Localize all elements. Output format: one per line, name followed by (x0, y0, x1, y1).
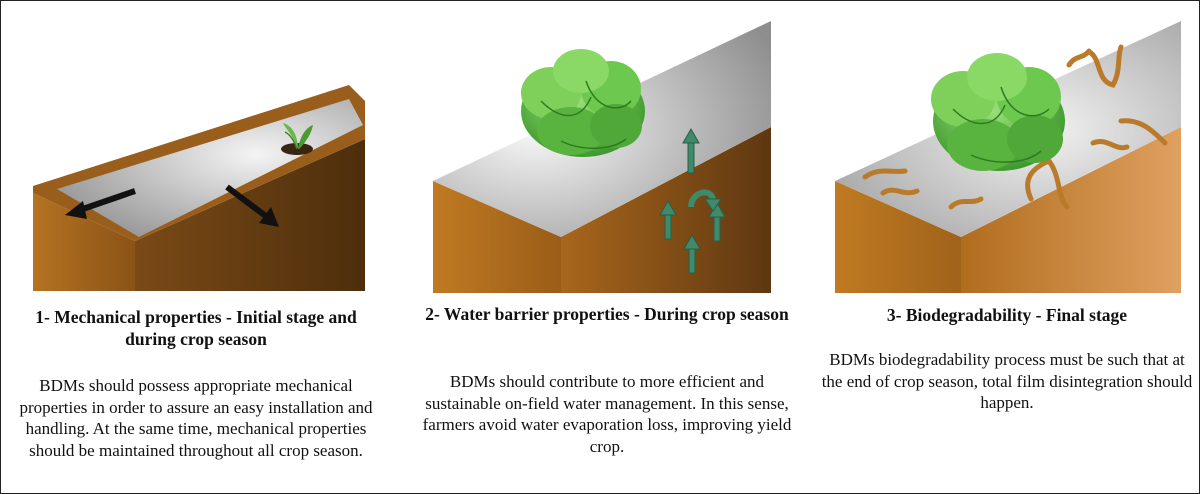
panel-description: BDMs biodegradability process must be su… (821, 350, 1193, 412)
mechanical-illustration (33, 85, 365, 291)
soil-side-face (135, 139, 365, 291)
panel-description: BDMs should possess appropriate mechanic… (19, 376, 373, 460)
panel-title: 2- Water barrier properties - During cro… (425, 304, 789, 324)
lettuce-icon (521, 49, 645, 157)
panel-title: 1- Mechanical properties - Initial stage… (35, 307, 357, 349)
soil-front-face (433, 181, 561, 293)
seedling-icon (281, 123, 313, 155)
degradation-roots-icon (862, 44, 1168, 210)
soil-front-face (33, 193, 135, 291)
panel-title: 3- Biodegradability - Final stage (886, 305, 1128, 325)
water-barrier-illustration (433, 21, 771, 293)
panel-description: BDMs should contribute to more efficient… (422, 372, 792, 456)
stretch-arrow-down-icon (225, 184, 279, 227)
water-arrows-icon (659, 127, 726, 274)
soil-side-face (961, 127, 1181, 293)
lettuce-icon (931, 53, 1065, 171)
biodegradability-illustration (835, 21, 1181, 293)
stretch-arrow-left-icon (65, 188, 136, 219)
soil-front-face (835, 181, 961, 293)
